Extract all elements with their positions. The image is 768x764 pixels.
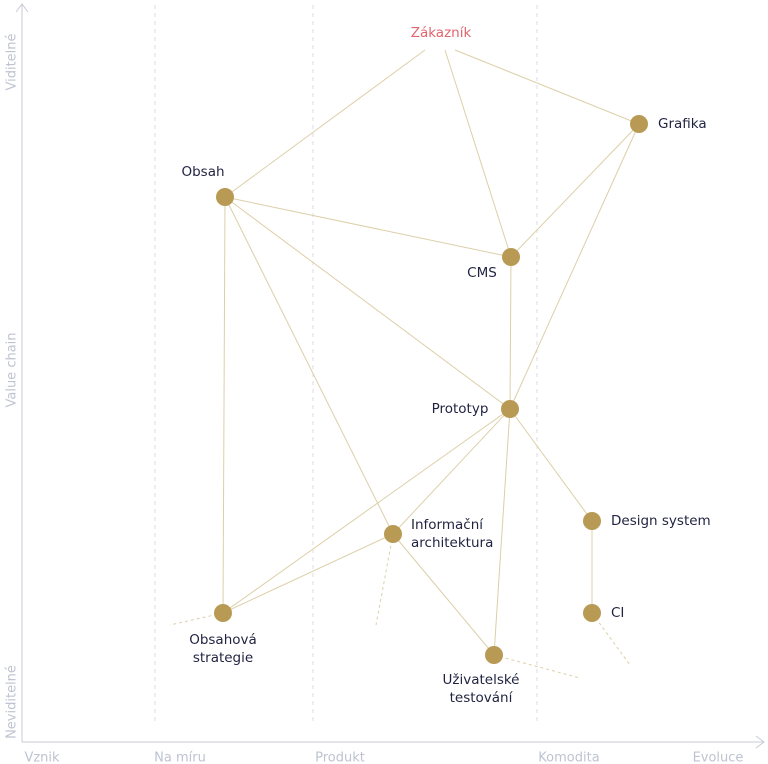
- edge: [444, 49, 512, 258]
- component: [583, 604, 601, 622]
- edge: [392, 533, 495, 656]
- stage-label: Evoluce: [693, 751, 744, 764]
- edge: [510, 123, 640, 258]
- edge: [509, 123, 640, 410]
- component-label: testování: [450, 690, 514, 706]
- edge: [224, 196, 512, 258]
- component: [630, 115, 648, 133]
- component-label: Prototyp: [432, 401, 489, 417]
- evolution-edge: [375, 533, 394, 626]
- component: [384, 525, 402, 543]
- edge: [454, 49, 640, 125]
- user-label: Zákazník: [411, 25, 472, 41]
- edge: [392, 408, 511, 535]
- edge: [224, 196, 511, 410]
- stage-label: Komodita: [538, 751, 599, 764]
- edge: [222, 196, 226, 614]
- component: [485, 646, 503, 664]
- edge: [509, 408, 593, 522]
- stage-label: Produkt: [315, 751, 365, 764]
- component-label: CMS: [467, 265, 497, 281]
- component-label: Uživatelské: [442, 672, 519, 688]
- edge: [222, 408, 511, 614]
- y-label-middle: Value chain: [5, 332, 20, 407]
- edge: [224, 49, 426, 198]
- x-arrow: [755, 735, 765, 749]
- y-arrow: [15, 3, 29, 13]
- component-label: strategie: [193, 650, 253, 666]
- axes: [15, 3, 765, 749]
- component: [214, 604, 232, 622]
- edges: [169, 49, 640, 679]
- component-label: architektura: [411, 535, 493, 551]
- component-label: Obsah: [181, 164, 224, 180]
- component: [216, 188, 234, 206]
- stage-label: Na míru: [154, 751, 206, 764]
- evolution-edge: [493, 654, 581, 679]
- stage-label: Vznik: [24, 751, 60, 764]
- nodes: Zákazník Grafika Obsah CMS Prototyp Informačn…: [181, 25, 710, 706]
- component-label: Informační: [411, 517, 484, 533]
- edge: [222, 533, 394, 614]
- edge: [509, 256, 512, 410]
- y-label-top: Viditelné: [5, 33, 20, 90]
- edge: [224, 196, 394, 535]
- component-label: Design system: [611, 513, 711, 529]
- evolution-edge: [591, 612, 631, 666]
- component: [583, 512, 601, 530]
- component-label: CI: [611, 605, 624, 621]
- edge: [493, 408, 511, 656]
- component: [502, 248, 520, 266]
- component: [501, 400, 519, 418]
- component-label: Grafika: [658, 116, 707, 132]
- y-label-bottom: Neviditelné: [5, 665, 20, 739]
- component-label: Obsahová: [189, 632, 257, 648]
